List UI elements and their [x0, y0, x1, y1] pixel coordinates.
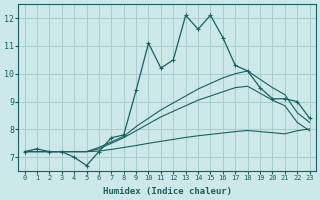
X-axis label: Humidex (Indice chaleur): Humidex (Indice chaleur) — [103, 187, 232, 196]
